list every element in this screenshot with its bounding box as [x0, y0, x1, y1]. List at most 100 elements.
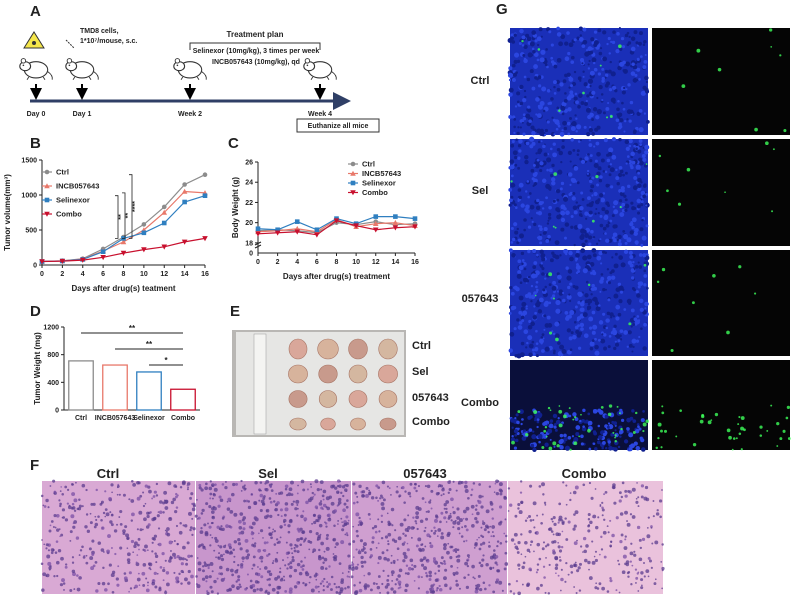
nucleus	[109, 520, 113, 524]
nucleus	[511, 77, 516, 83]
signal	[779, 437, 783, 441]
nucleus	[619, 329, 624, 333]
nucleus	[520, 315, 525, 320]
nucleus	[148, 489, 152, 494]
signal	[735, 437, 738, 440]
nucleus	[363, 560, 367, 564]
nucleus	[544, 442, 549, 447]
nucleus	[561, 349, 567, 354]
nucleus	[499, 492, 503, 496]
nucleus	[559, 82, 564, 87]
nucleus	[553, 423, 557, 426]
nucleus	[54, 526, 57, 529]
nucleus	[474, 589, 479, 594]
nucleus	[219, 554, 224, 558]
nucleus	[421, 548, 425, 552]
nucleus	[589, 70, 595, 76]
nucleus	[544, 128, 549, 133]
nucleus	[137, 537, 141, 541]
nucleus	[545, 239, 550, 244]
nucleus	[430, 587, 435, 591]
nucleus	[624, 208, 628, 212]
nucleus	[635, 497, 638, 500]
nucleus	[549, 258, 554, 263]
nucleus	[542, 422, 546, 426]
nucleus	[356, 501, 359, 504]
nucleus	[164, 559, 167, 562]
nucleus	[564, 92, 567, 95]
fluorescence-image	[508, 136, 650, 248]
nucleus	[590, 271, 594, 275]
nucleus	[246, 553, 251, 557]
nucleus	[251, 521, 256, 526]
nucleus	[239, 585, 242, 588]
y-tick-label: 1500	[21, 158, 37, 165]
nucleus	[238, 583, 241, 586]
nucleus	[650, 566, 653, 569]
nucleus	[519, 281, 523, 284]
nucleus	[537, 309, 543, 314]
nucleus	[71, 561, 75, 564]
nucleus	[475, 520, 479, 524]
nucleus	[382, 569, 385, 572]
nucleus	[254, 481, 258, 485]
nucleus	[630, 542, 633, 545]
nucleus	[149, 568, 152, 571]
panel-label: A	[30, 3, 41, 20]
nucleus	[446, 533, 451, 538]
nucleus	[558, 280, 561, 284]
nucleus	[102, 566, 105, 570]
nucleus	[100, 548, 105, 552]
nucleus	[637, 505, 640, 508]
nucleus	[62, 582, 66, 585]
nucleus	[522, 561, 526, 565]
nucleus	[522, 97, 527, 103]
nucleus	[70, 514, 75, 519]
nucleus	[550, 97, 554, 101]
nucleus	[425, 559, 428, 562]
nucleus	[482, 554, 485, 557]
x-tick-label: 8	[122, 271, 126, 278]
nucleus	[595, 242, 599, 245]
nucleus	[136, 496, 141, 501]
nucleus	[206, 591, 210, 596]
nucleus	[172, 497, 177, 502]
nucleus	[625, 162, 628, 165]
nucleus	[343, 502, 347, 506]
nucleus	[577, 324, 580, 328]
nucleus	[640, 203, 644, 207]
nucleus	[645, 119, 650, 124]
nucleus	[302, 564, 305, 568]
signal	[754, 127, 758, 132]
nucleus	[225, 524, 229, 528]
x-tick-label: 6	[315, 259, 319, 266]
nucleus	[514, 163, 518, 167]
nucleus	[520, 533, 523, 536]
nucleus	[529, 519, 533, 522]
nucleus	[403, 555, 408, 559]
nucleus	[659, 499, 663, 503]
nucleus	[538, 27, 543, 32]
nucleus	[634, 73, 638, 78]
nucleus	[444, 583, 448, 588]
nucleus	[252, 563, 256, 567]
nucleus	[471, 513, 474, 516]
nucleus	[328, 565, 331, 568]
nucleus	[552, 549, 556, 553]
nucleus	[605, 81, 611, 86]
nucleus	[590, 184, 595, 189]
nucleus	[602, 288, 606, 292]
nucleus	[220, 557, 225, 562]
nucleus	[208, 525, 212, 529]
x-axis-label: Days after drug(s) treatment	[283, 272, 390, 281]
nucleus	[341, 572, 344, 574]
nucleus	[546, 65, 549, 69]
marker	[39, 259, 45, 265]
nucleus	[141, 571, 146, 576]
nucleus	[412, 516, 415, 519]
nucleus	[568, 86, 571, 89]
signal	[701, 413, 705, 417]
signal	[628, 322, 632, 326]
nucleus	[601, 98, 604, 102]
nucleus	[386, 549, 389, 552]
